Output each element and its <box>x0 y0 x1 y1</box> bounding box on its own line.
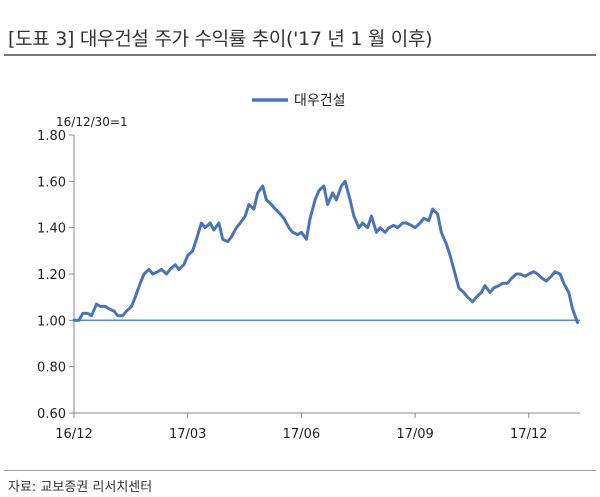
x-tick-label: 17/12 <box>510 427 547 442</box>
chart-series <box>72 179 580 325</box>
x-tick-label: 17/06 <box>283 427 320 442</box>
y-tick-label: 1.80 <box>37 129 66 144</box>
y-tick-label: 0.60 <box>37 407 66 422</box>
chart-title: [도표 3] 대우건설 주가 수익률 추이('17 년 1 월 이후) <box>8 28 433 50</box>
x-tick-label: 17/03 <box>169 427 206 442</box>
base-note: 16/12/30=1 <box>56 115 128 129</box>
y-tick-label: 1.00 <box>37 314 66 329</box>
tick-labels: 0.60 0.80 1.00 1.20 1.40 1.60 1.80 16/12 17/03 17… <box>37 115 547 442</box>
series-line <box>72 179 579 325</box>
title-divider <box>4 54 596 56</box>
legend-label: 대우건설 <box>294 93 346 109</box>
source-note: 자료: 교보증권 리서치센터 <box>8 480 153 495</box>
y-tick-label: 1.60 <box>37 175 66 190</box>
chart-axes <box>69 134 580 418</box>
y-tick-label: 0.80 <box>37 361 66 376</box>
x-tick-label: 17/09 <box>396 427 433 442</box>
x-tick-label: 16/12 <box>55 427 92 442</box>
y-tick-label: 1.40 <box>37 222 66 237</box>
y-tick-label: 1.20 <box>37 268 66 283</box>
footer-divider <box>4 470 596 471</box>
chart-legend: 대우건설 <box>252 93 346 109</box>
